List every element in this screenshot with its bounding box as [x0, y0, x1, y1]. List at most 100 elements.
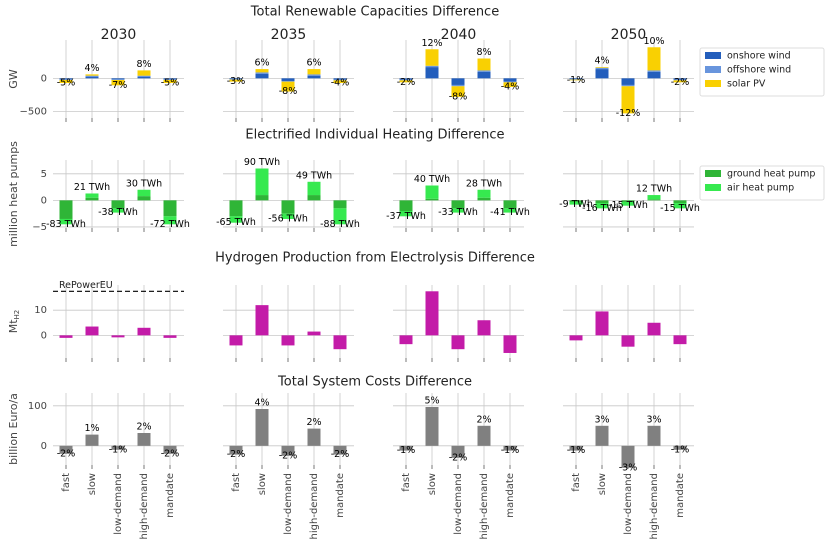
bar	[595, 425, 609, 446]
bar	[281, 213, 295, 219]
bar	[59, 200, 73, 219]
bar	[425, 407, 439, 446]
bar	[425, 65, 439, 68]
bar	[399, 80, 413, 83]
bar	[281, 78, 295, 81]
bar	[503, 82, 517, 87]
x-tick-label: fast	[231, 473, 242, 492]
bar	[137, 70, 151, 76]
bar-label: 49 TWh	[296, 170, 332, 181]
y-tick-label: −5	[32, 222, 47, 233]
bar-label: -33 TWh	[438, 207, 478, 218]
row-title: Hydrogen Production from Electrolysis Di…	[215, 251, 535, 266]
bar-label: 21 TWh	[74, 182, 110, 193]
bar	[163, 335, 177, 338]
bar	[503, 335, 517, 353]
bar	[647, 70, 661, 72]
bar	[451, 86, 465, 97]
bar	[59, 335, 73, 338]
bar	[647, 47, 661, 71]
bar	[229, 335, 243, 346]
bar	[307, 195, 321, 201]
bar	[229, 216, 243, 223]
bar	[595, 311, 609, 336]
x-tick-label: mandate	[505, 473, 516, 518]
bar-label: 8%	[136, 59, 151, 70]
bar-label: 8%	[476, 47, 491, 58]
x-tick-label: mandate	[165, 473, 176, 518]
bar	[333, 78, 347, 80]
x-tick-label: slow	[427, 473, 438, 495]
bar	[111, 335, 125, 338]
bar-label: -9 TWh	[559, 199, 593, 210]
bar	[333, 80, 347, 83]
y-tick-label: 0	[41, 441, 47, 452]
y-tick-label: 0	[41, 195, 47, 206]
bar-label: 4%	[594, 56, 609, 67]
bar	[85, 75, 99, 78]
bar	[503, 445, 517, 451]
bar	[425, 185, 439, 199]
y-tick-label: 0	[41, 330, 47, 341]
bar	[477, 189, 491, 198]
bar	[307, 428, 321, 446]
bar-label: -4%	[331, 77, 350, 88]
bar	[307, 74, 321, 76]
bar-label: -38 TWh	[98, 207, 138, 218]
bar	[59, 445, 73, 454]
bar	[647, 199, 661, 201]
bar	[137, 327, 151, 336]
bar	[163, 79, 177, 80]
bar	[595, 67, 609, 70]
y-axis-label-text: GW	[7, 69, 20, 89]
row-title: Electrified Individual Heating Differenc…	[245, 128, 504, 143]
bar	[229, 79, 243, 80]
bar	[595, 69, 609, 79]
bar	[333, 79, 347, 81]
bar	[673, 80, 687, 83]
x-tick-label: high-demand	[139, 473, 150, 539]
legend-swatch	[705, 170, 721, 177]
bar	[621, 201, 635, 206]
bar	[569, 335, 583, 341]
x-tick-label: low-demand	[623, 473, 634, 535]
bar	[333, 200, 347, 209]
bar	[425, 67, 439, 79]
bar-label: -1%	[501, 445, 520, 456]
bar	[111, 78, 125, 80]
bar	[399, 211, 413, 217]
bar	[281, 200, 295, 214]
y-tick-label: 10	[34, 305, 47, 316]
bar	[255, 305, 269, 336]
bar-label: -2%	[449, 452, 468, 463]
bar	[229, 78, 243, 79]
bar-label: 90 TWh	[244, 157, 280, 168]
bar	[569, 200, 583, 202]
bar	[137, 196, 151, 201]
bar-label: -5%	[57, 77, 76, 88]
bar-label: 30 TWh	[126, 178, 162, 189]
x-tick-label: mandate	[675, 473, 686, 518]
bar-label: 3%	[594, 414, 609, 425]
y-axis-label: MtH2	[7, 310, 21, 334]
bar	[399, 200, 413, 211]
bar	[255, 168, 269, 196]
x-tick-label: fast	[571, 473, 582, 492]
bar	[673, 335, 687, 345]
bar	[85, 434, 99, 446]
bar-label: -1%	[397, 445, 416, 456]
bar-label: -83 TWh	[46, 219, 86, 230]
bar-label: 40 TWh	[414, 174, 450, 185]
bar	[163, 216, 177, 225]
bar	[451, 445, 465, 458]
y-axis-label-text: million heat pumps	[7, 141, 20, 247]
bar	[137, 75, 151, 78]
bar	[163, 78, 177, 80]
bar	[229, 445, 243, 455]
x-tick-label: slow	[257, 473, 268, 495]
bar	[137, 77, 151, 79]
legend-label: solar PV	[727, 79, 766, 90]
bar-label: -8%	[279, 86, 298, 97]
bar	[111, 208, 125, 213]
legend-swatch	[705, 184, 721, 191]
